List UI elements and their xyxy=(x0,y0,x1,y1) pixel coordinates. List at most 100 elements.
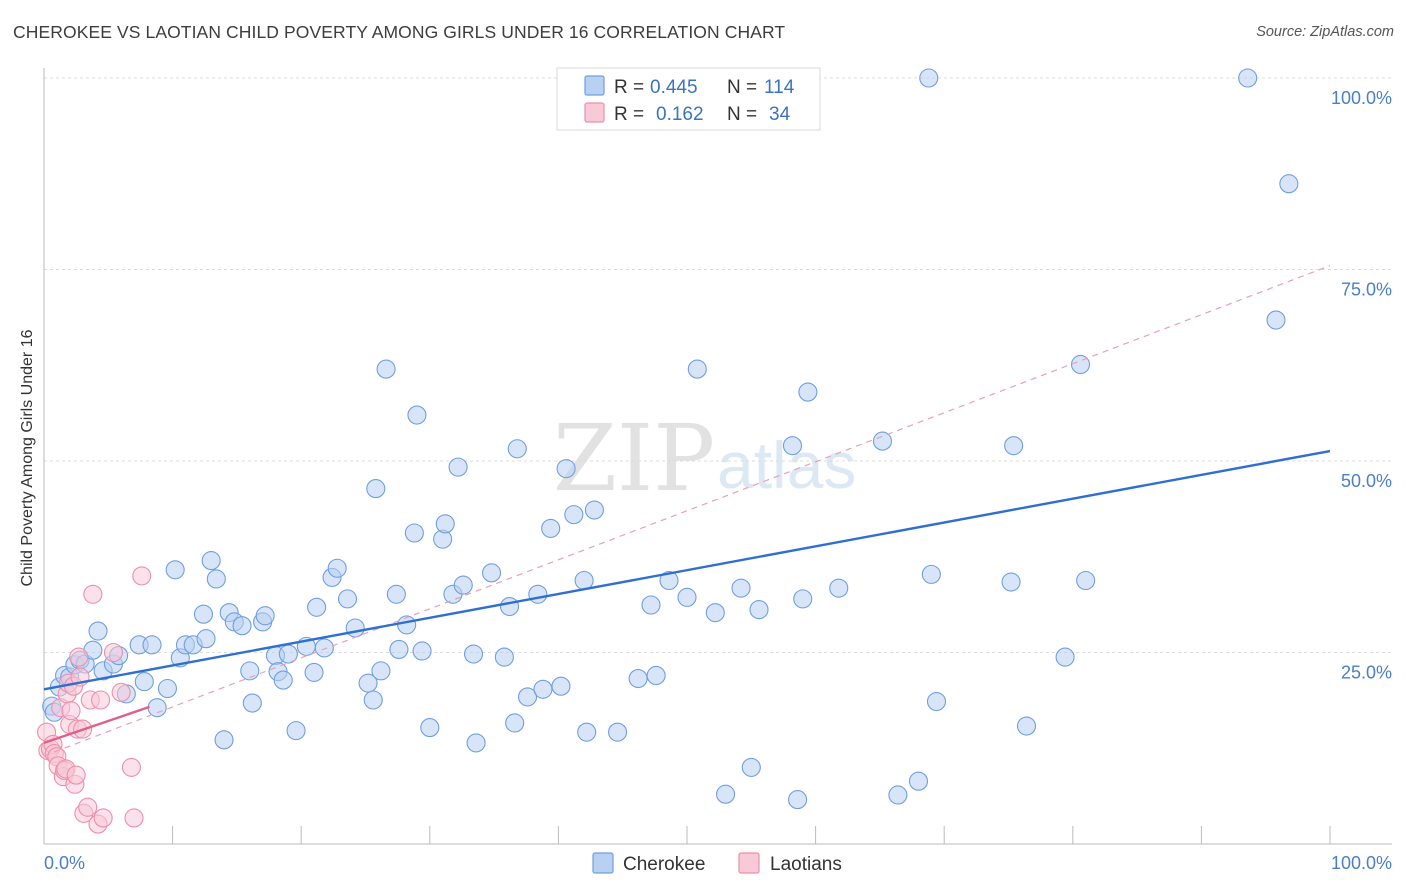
cherokee-point xyxy=(749,600,769,620)
cherokee-point xyxy=(363,690,383,710)
cherokee-point xyxy=(731,578,751,598)
cherokee-point xyxy=(1076,570,1096,591)
cherokee-point xyxy=(677,587,697,607)
cherokee-point xyxy=(1055,647,1075,667)
legend-r-label-cherokee: R = xyxy=(614,77,644,98)
laotians-point xyxy=(91,690,111,710)
cherokee-point xyxy=(147,698,167,718)
cherokee-point xyxy=(307,597,327,617)
cherokee-point xyxy=(1279,174,1299,194)
cherokee-point xyxy=(716,784,736,804)
cherokee-point xyxy=(829,578,849,598)
cherokee-point xyxy=(494,647,514,667)
cherokee-point xyxy=(641,595,661,615)
watermark-zip: ZIP xyxy=(553,405,715,512)
cherokee-point xyxy=(705,603,725,623)
cherokee-point xyxy=(505,713,525,733)
trend-lines xyxy=(43,265,1331,757)
cherokee-point xyxy=(1070,354,1091,375)
laotians-point xyxy=(121,757,141,777)
cherokee-point xyxy=(517,687,538,707)
cherokee-point xyxy=(782,436,803,456)
legend-swatch-cherokee xyxy=(584,75,605,96)
cherokee-point xyxy=(926,691,947,712)
cherokee-point xyxy=(286,721,306,741)
cherokee-point xyxy=(201,551,221,571)
trend-line-dashed xyxy=(43,265,1331,757)
laotians-point xyxy=(69,647,89,667)
cherokee-point xyxy=(142,635,162,655)
cherokee-point xyxy=(389,639,409,659)
trend-line-cherokee xyxy=(43,449,1331,691)
y-tick-labels: 25.0% 50.0% 75.0% 100.0% xyxy=(1331,88,1392,683)
cherokee-point xyxy=(206,569,226,589)
cherokee-point xyxy=(463,644,484,664)
legend-n-label-cherokee: N = xyxy=(727,77,757,98)
cherokee-point xyxy=(314,638,334,658)
y-tick-label: 50.0% xyxy=(1341,471,1392,491)
x-tick-label-max: 100.0% xyxy=(1331,853,1392,873)
cherokee-point xyxy=(366,479,386,499)
cherokee-point xyxy=(921,564,941,584)
cherokee-point xyxy=(584,500,604,520)
chart-title: CHEROKEE VS LAOTIAN CHILD POVERTY AMONG … xyxy=(13,22,786,42)
laotians-point xyxy=(132,566,152,586)
series-legend-label-cherokee: Cherokee xyxy=(623,854,705,875)
cherokee-point xyxy=(386,584,406,604)
cherokee-point xyxy=(404,523,424,543)
cherokee-point xyxy=(481,563,502,583)
laotians-point xyxy=(78,797,98,817)
cherokee-point xyxy=(371,661,391,681)
cherokee-point xyxy=(273,670,293,690)
cherokee-point xyxy=(1004,436,1024,456)
cherokee-point xyxy=(788,790,808,810)
cherokee-point xyxy=(687,359,707,379)
series-legend-swatch-laotians xyxy=(738,852,760,874)
cherokee-point xyxy=(793,589,813,609)
cherokee-point xyxy=(196,629,216,649)
cherokee-point xyxy=(232,616,252,636)
laotians-point xyxy=(111,682,131,702)
cherokee-point xyxy=(628,668,648,689)
cherokee-point xyxy=(556,459,576,479)
cherokee-point xyxy=(420,718,440,738)
cherokee-point xyxy=(214,730,234,750)
cherokee-point xyxy=(407,405,427,425)
legend-swatch-laotians xyxy=(584,102,605,123)
cherokee-point xyxy=(193,604,214,624)
cherokee-point xyxy=(499,596,520,617)
cherokee-point xyxy=(608,722,628,742)
laotians-point xyxy=(83,584,103,604)
cherokee-point xyxy=(577,722,597,742)
series-legend-label-laotians: Laotians xyxy=(770,854,842,875)
series-legend: Cherokee Laotians xyxy=(592,852,842,875)
cherokee-point xyxy=(541,518,561,538)
series-legend-swatch-cherokee xyxy=(592,852,614,874)
cherokee-point xyxy=(327,558,347,578)
cherokee-point xyxy=(134,672,154,692)
legend-n-label-laotians: N = xyxy=(727,104,757,125)
y-tick-label: 25.0% xyxy=(1341,663,1392,683)
cherokee-point xyxy=(908,771,929,791)
laotians-point xyxy=(66,765,86,785)
cherokee-point xyxy=(453,575,473,595)
legend-n-value-laotians: 34 xyxy=(769,104,791,125)
y-tick-label: 100.0% xyxy=(1331,88,1392,108)
cherokee-point xyxy=(528,584,548,604)
laotians-point xyxy=(61,701,81,721)
cherokee-point xyxy=(255,606,275,626)
cherokee-point xyxy=(397,615,417,635)
cherokee-point xyxy=(919,68,939,88)
cherokee-point xyxy=(1238,68,1258,88)
cherokee-point xyxy=(165,560,185,580)
legend-r-value-laotians: 0.162 xyxy=(656,104,704,125)
cherokee-point xyxy=(412,641,432,661)
cherokee-point xyxy=(466,733,486,753)
cherokee-point xyxy=(646,665,666,686)
grid-lines xyxy=(44,77,1392,653)
cherokee-point xyxy=(507,439,527,459)
cherokee-point xyxy=(659,570,679,591)
cherokee-point xyxy=(345,618,365,638)
axes xyxy=(43,68,1392,845)
cherokee-point xyxy=(1266,310,1286,330)
